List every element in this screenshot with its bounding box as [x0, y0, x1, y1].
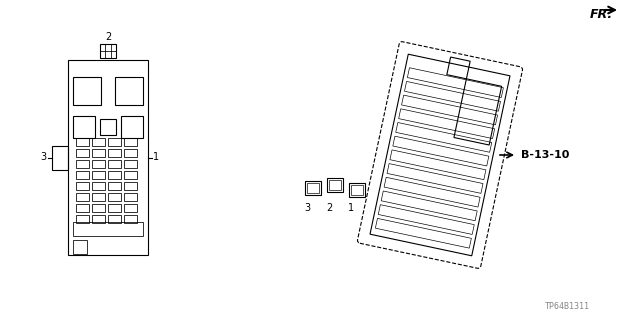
Bar — [393, 136, 489, 166]
Bar — [381, 191, 477, 221]
Bar — [92, 171, 105, 179]
Text: 1: 1 — [153, 152, 159, 162]
Bar — [399, 109, 495, 138]
Bar — [390, 150, 486, 180]
Bar — [76, 204, 89, 212]
Bar — [115, 77, 143, 105]
Bar — [52, 145, 68, 169]
Bar — [378, 205, 474, 234]
Bar — [447, 57, 470, 79]
Bar — [100, 44, 116, 58]
Bar — [68, 60, 148, 255]
Text: 1: 1 — [348, 203, 354, 213]
Bar — [76, 160, 89, 168]
Bar — [73, 116, 95, 138]
Bar — [401, 95, 497, 125]
Bar — [76, 149, 89, 157]
Bar — [92, 193, 105, 201]
Bar — [92, 149, 105, 157]
Bar — [92, 215, 105, 223]
Bar — [124, 193, 137, 201]
Bar — [76, 193, 89, 201]
Bar — [327, 178, 343, 192]
Bar — [307, 183, 319, 193]
Text: 2: 2 — [326, 203, 332, 213]
Bar — [124, 204, 137, 212]
Bar — [108, 215, 121, 223]
Bar — [124, 171, 137, 179]
Bar — [108, 160, 121, 168]
Bar — [124, 138, 137, 146]
Bar — [404, 81, 500, 111]
Bar — [108, 138, 121, 146]
Bar — [108, 182, 121, 190]
Bar — [108, 193, 121, 201]
Bar — [76, 138, 89, 146]
Bar — [108, 171, 121, 179]
Text: 3: 3 — [40, 152, 46, 162]
Bar — [73, 240, 87, 254]
Bar — [92, 138, 105, 146]
Text: 3: 3 — [304, 203, 310, 213]
Bar — [121, 116, 143, 138]
Bar — [73, 222, 143, 236]
Bar — [351, 185, 363, 195]
Bar — [384, 177, 480, 207]
Bar — [76, 182, 89, 190]
Bar — [108, 204, 121, 212]
Bar — [92, 160, 105, 168]
Bar — [349, 183, 365, 197]
Bar — [108, 149, 121, 157]
Bar — [76, 171, 89, 179]
Bar — [73, 77, 101, 105]
Bar — [124, 215, 137, 223]
Bar — [100, 119, 116, 135]
Text: TP64B1311: TP64B1311 — [545, 302, 590, 311]
Bar — [92, 204, 105, 212]
Text: B-13-10: B-13-10 — [521, 150, 570, 160]
Bar — [370, 54, 510, 256]
Bar — [305, 181, 321, 195]
Bar — [376, 219, 471, 248]
Bar — [408, 68, 504, 98]
Bar — [124, 149, 137, 157]
Bar — [454, 79, 502, 145]
Text: 2: 2 — [105, 32, 111, 42]
Bar — [329, 180, 341, 190]
Bar — [76, 215, 89, 223]
Bar — [396, 122, 492, 152]
Bar — [387, 164, 483, 193]
Text: FR.: FR. — [590, 8, 613, 20]
Bar — [124, 160, 137, 168]
Bar — [92, 182, 105, 190]
Bar — [124, 182, 137, 190]
